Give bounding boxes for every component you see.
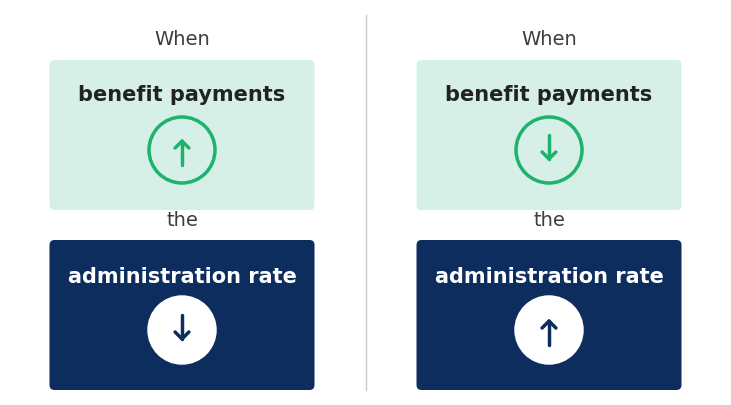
Text: benefit payments: benefit payments xyxy=(78,85,286,105)
Circle shape xyxy=(149,117,215,183)
Text: benefit payments: benefit payments xyxy=(445,85,653,105)
FancyBboxPatch shape xyxy=(417,240,681,390)
Circle shape xyxy=(516,117,582,183)
Text: the: the xyxy=(533,211,565,230)
Text: When: When xyxy=(154,30,210,49)
FancyBboxPatch shape xyxy=(50,60,314,210)
Text: administration rate: administration rate xyxy=(67,267,297,287)
Circle shape xyxy=(516,297,582,363)
Text: administration rate: administration rate xyxy=(434,267,664,287)
FancyBboxPatch shape xyxy=(417,60,681,210)
Text: When: When xyxy=(521,30,577,49)
Text: the: the xyxy=(166,211,198,230)
Circle shape xyxy=(149,297,215,363)
FancyBboxPatch shape xyxy=(50,240,314,390)
